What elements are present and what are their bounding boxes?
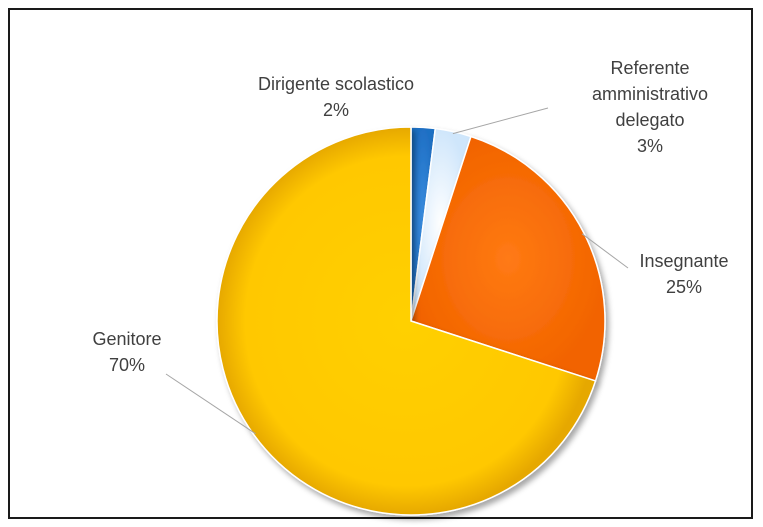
leader-line-2 — [581, 233, 629, 269]
leader-line-1 — [452, 107, 549, 135]
data-labels: Dirigente scolastico 2% Referente amministr… — [92, 58, 728, 375]
data-label-percent-1: 3% — [637, 136, 663, 156]
pie-slice-genitore — [216, 126, 597, 516]
data-label-name-1: amministrativo — [592, 84, 708, 104]
data-label-name-3: Genitore — [92, 329, 161, 349]
data-label-name-1: Referente — [610, 58, 689, 78]
pie-slice-insegnante — [410, 135, 606, 382]
data-label-name-0: Dirigente scolastico — [258, 74, 414, 94]
data-label-percent-2: 25% — [666, 277, 702, 297]
data-label-percent-0: 2% — [323, 100, 349, 120]
data-label-name-2: Insegnante — [639, 251, 728, 271]
data-label-percent-3: 70% — [109, 355, 145, 375]
leader-lines — [165, 107, 629, 435]
leader-line-3 — [165, 373, 256, 435]
data-label-name-1: delegato — [615, 110, 684, 130]
pie-slices — [216, 126, 606, 516]
